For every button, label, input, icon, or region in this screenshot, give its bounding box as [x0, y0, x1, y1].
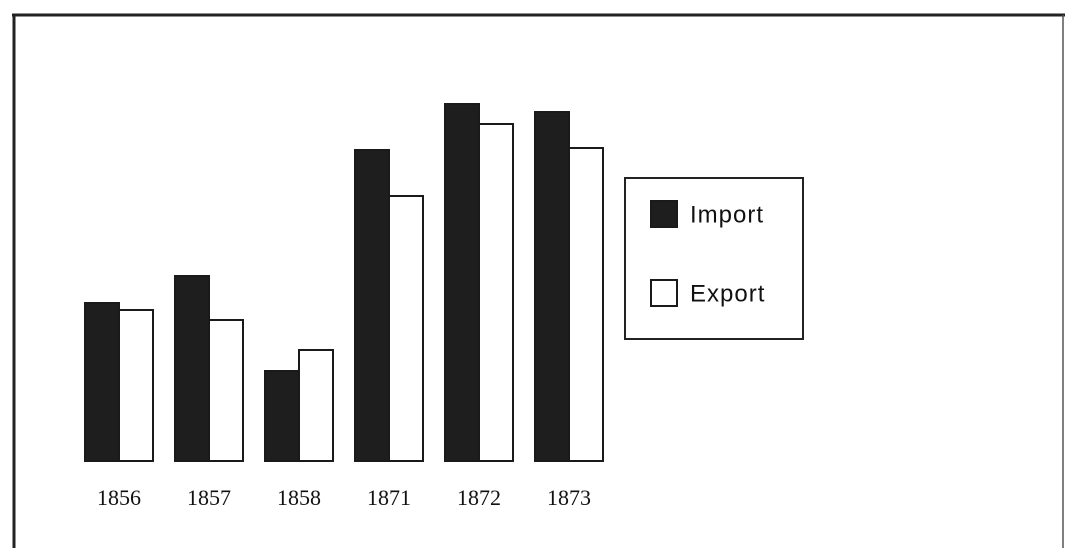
- legend-swatch: [650, 200, 678, 228]
- bar: [534, 111, 570, 462]
- x-tick-label: 1871: [367, 485, 411, 510]
- legend-swatch: [650, 279, 678, 307]
- bar: [354, 149, 390, 462]
- legend-label: Export: [690, 280, 765, 307]
- bar: [444, 103, 480, 462]
- x-tick-label: 1873: [547, 485, 591, 510]
- x-tick-label: 1857: [187, 485, 231, 510]
- bar: [118, 309, 154, 462]
- bar: [298, 349, 334, 462]
- bar: [478, 123, 514, 462]
- x-tick-label: 1872: [457, 485, 501, 510]
- bar: [568, 147, 604, 462]
- bar: [264, 370, 300, 462]
- x-tick-label: 1858: [277, 485, 321, 510]
- x-tick-label: 1856: [97, 485, 141, 510]
- bar: [174, 275, 210, 462]
- bar: [388, 195, 424, 462]
- legend-label: Import: [690, 201, 764, 228]
- bar: [208, 319, 244, 462]
- bar: [84, 302, 120, 462]
